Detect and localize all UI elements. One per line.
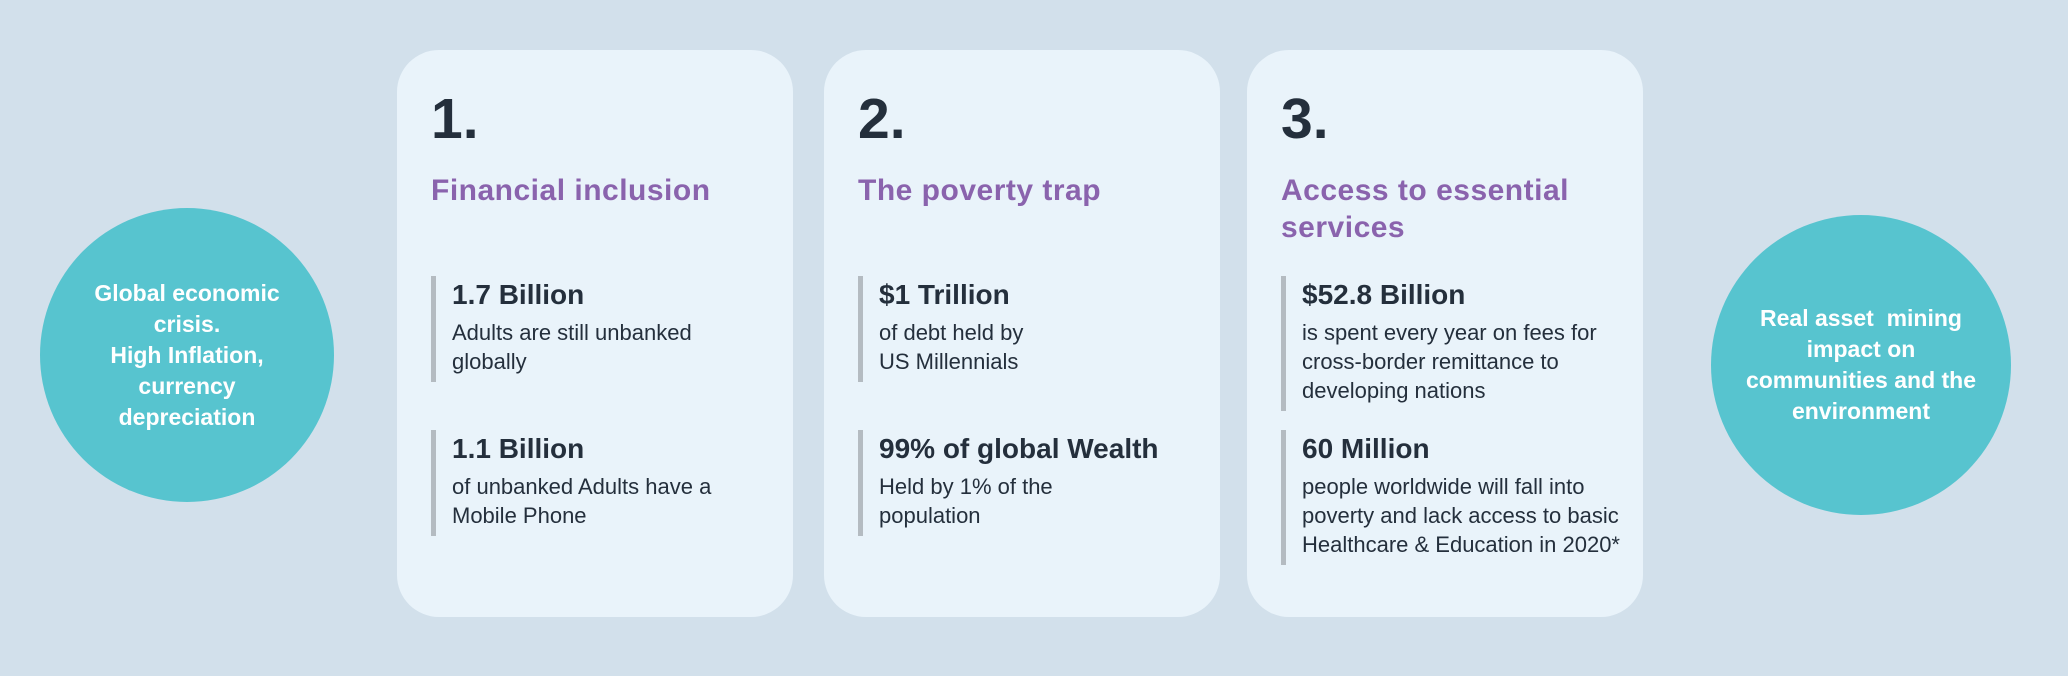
stat-value: 1.1 Billion [452, 433, 585, 464]
card-poverty-trap: 2. The poverty trap $1 Trillion of debt … [824, 50, 1220, 617]
left-circle-text: Global economic crisis. High Inflation, … [94, 279, 280, 430]
stat-value: 1.7 Billion [452, 279, 585, 310]
card-heading: The poverty trap [858, 174, 1102, 207]
right-circle: Real asset mining impact on communities … [1711, 215, 2011, 515]
stat-block: 1.1 Billion of unbanked Adults have a Mo… [431, 430, 781, 536]
stat-block: 60 Million people worldwide will fall in… [1281, 430, 1631, 565]
card-number: 1. [431, 87, 479, 151]
stat-description: is spent every year on fees for cross-bo… [1302, 320, 1597, 403]
card-financial-inclusion: 1. Financial inclusion 1.7 Billion Adult… [397, 50, 793, 617]
stat-value: $1 Trillion [879, 279, 1010, 310]
stat-value: 60 Million [1302, 433, 1430, 464]
stat-value: $52.8 Billion [1302, 279, 1466, 310]
card-number: 3. [1281, 87, 1329, 151]
stat-description: Adults are still unbanked globally [452, 320, 692, 374]
stat-block: 99% of global Wealth Held by 1% of the p… [858, 430, 1208, 536]
stat-description: of unbanked Adults have a Mobile Phone [452, 474, 712, 528]
card-heading: Financial inclusion [431, 174, 711, 207]
card-heading: Access to essential services [1281, 174, 1569, 244]
stat-block: $1 Trillion of debt held by US Millennia… [858, 276, 1208, 382]
card-number: 2. [858, 87, 906, 151]
stat-block: $52.8 Billion is spent every year on fee… [1281, 276, 1631, 411]
stat-description: of debt held by US Millennials [879, 320, 1024, 374]
stat-description: Held by 1% of the population [879, 474, 1053, 528]
right-circle-text: Real asset mining impact on communities … [1745, 305, 1977, 424]
card-access-essential-services: 3. Access to essential services $52.8 Bi… [1247, 50, 1643, 617]
stat-value: 99% of global Wealth [879, 433, 1159, 464]
stat-description: people worldwide will fall into poverty … [1302, 474, 1620, 557]
stat-block: 1.7 Billion Adults are still unbanked gl… [431, 276, 781, 382]
left-circle: Global economic crisis. High Inflation, … [40, 208, 334, 502]
